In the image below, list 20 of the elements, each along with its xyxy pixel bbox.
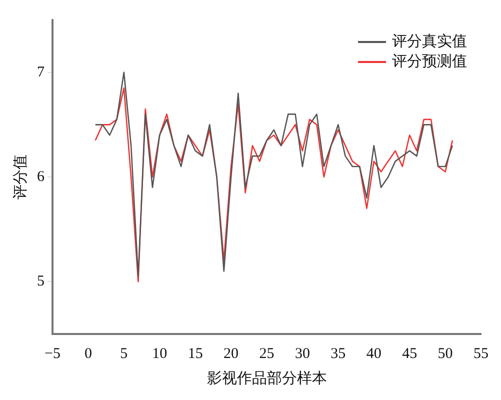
x-tick-label: 30	[294, 346, 310, 362]
x-tick-label: 50	[438, 346, 453, 362]
x-tick-label: 20	[224, 346, 239, 362]
x-tick-label: 25	[259, 346, 274, 362]
x-tick-label: 10	[152, 346, 168, 362]
x-tick-label: 35	[330, 346, 346, 362]
x-tick-label: 0	[84, 346, 92, 362]
legend-label: 评分预测值	[392, 52, 467, 70]
legend-label: 评分真实值	[392, 32, 467, 50]
x-tick-label: 5	[120, 346, 128, 362]
y-tick-label: 5	[37, 274, 44, 290]
y-axis-title: 评分值	[12, 154, 29, 200]
x-tick-label: 45	[402, 346, 418, 362]
y-tick-label: 6	[37, 168, 45, 185]
x-tick-label: 40	[366, 346, 382, 362]
y-tick-label: 7	[37, 64, 45, 80]
x-tick-label: 15	[188, 346, 203, 362]
x-tick-label: 55	[474, 346, 488, 362]
x-tick-label: −5	[44, 346, 60, 362]
x-axis-title: 影视作品部分样本	[206, 370, 327, 387]
